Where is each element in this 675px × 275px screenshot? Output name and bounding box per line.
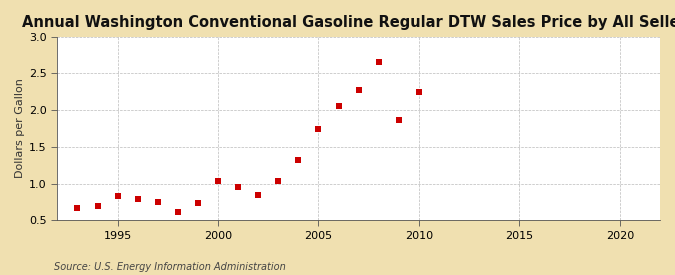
Y-axis label: Dollars per Gallon: Dollars per Gallon xyxy=(15,79,25,178)
Point xyxy=(273,178,284,183)
Point xyxy=(132,197,143,201)
Point xyxy=(213,178,223,183)
Point xyxy=(353,88,364,92)
Point xyxy=(173,209,184,214)
Point xyxy=(112,194,123,198)
Point xyxy=(92,204,103,208)
Point xyxy=(192,200,203,205)
Point xyxy=(313,127,324,131)
Point xyxy=(373,60,384,65)
Title: Annual Washington Conventional Gasoline Regular DTW Sales Price by All Sellers: Annual Washington Conventional Gasoline … xyxy=(22,15,675,30)
Point xyxy=(333,104,344,109)
Point xyxy=(414,90,425,94)
Point xyxy=(293,158,304,162)
Point xyxy=(153,200,163,204)
Point xyxy=(72,206,83,210)
Point xyxy=(394,117,404,122)
Point xyxy=(253,193,264,197)
Point xyxy=(233,185,244,189)
Text: Source: U.S. Energy Information Administration: Source: U.S. Energy Information Administ… xyxy=(54,262,286,272)
